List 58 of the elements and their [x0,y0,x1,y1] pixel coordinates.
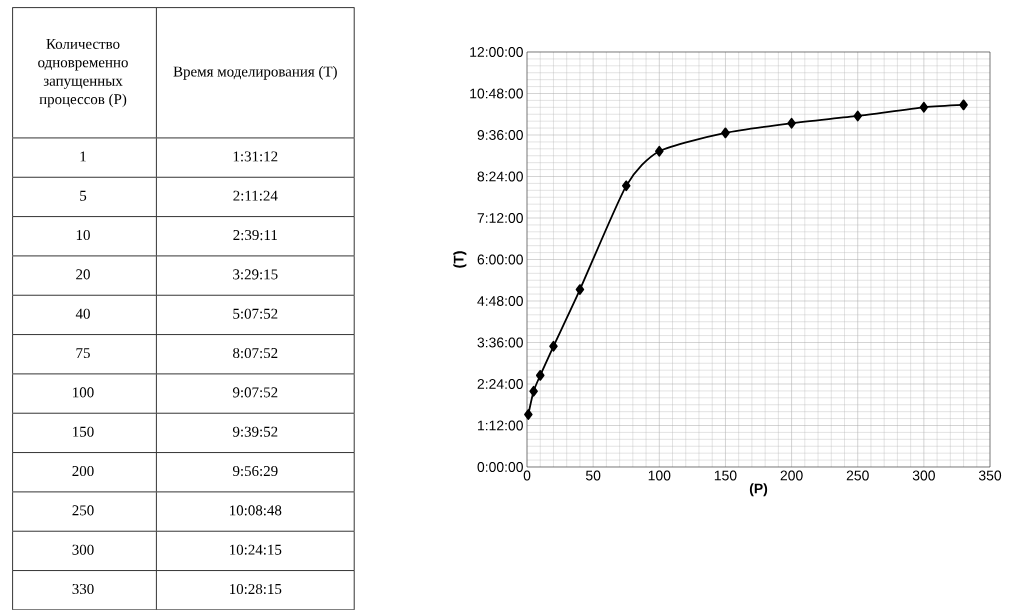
point [535,369,545,381]
text: Время моделирования (T) [173,65,337,80]
text: 9:07:52 [232,387,278,398]
text: 8:07:52 [233,347,278,358]
text: 10:24:15 [230,544,282,555]
point [919,101,929,113]
text: 9:39:52 [232,426,278,437]
text: 9:56:29 [232,465,278,476]
y-tick-label: 2:24:00 [477,378,523,389]
x-tick-label: 50 [585,470,601,481]
y-tick-label: 6:00:00 [477,254,523,265]
y-tick-label: 8:24:00 [477,171,523,182]
point [787,117,796,129]
y-tick-label: 1:12:00 [478,420,523,431]
point [529,385,538,397]
text: 2:11:24 [233,190,278,201]
x-axis-title: (P) [749,483,768,497]
text: 2:39:11 [233,229,277,241]
point [621,180,631,192]
text: 250 [72,505,94,516]
point [721,127,730,139]
y-axis-title: (T) [453,251,467,268]
point [549,340,558,352]
text: 1:31:12 [233,151,278,162]
y-tick-label: 3:36:00 [477,337,523,348]
x-tick-label: 100 [648,470,671,481]
text: 1 [80,151,86,162]
x-tick-label: 200 [780,470,803,481]
text: Количество одновременно запущенных процессов (P) [38,38,128,108]
x-tick-label: 150 [714,470,737,481]
x-tick-label: 300 [912,470,935,481]
text: 5:07:52 [233,308,278,319]
text: 10:08:48 [230,505,282,516]
text: 5 [80,190,87,201]
text: 75 [76,348,90,358]
x-tick-label: 0 [523,470,531,481]
y-tick-label: 12:00:00 [470,46,523,57]
y-tick-label: 9:36:00 [477,129,523,140]
point [655,145,664,157]
text: 20 [76,269,90,280]
y-tick-label: 7:12:00 [477,212,523,223]
text: 330 [72,583,94,594]
y-tick-label: 0:00:00 [477,461,523,472]
point [959,99,968,111]
x-tick-label: 350 [978,470,1002,481]
text: 300 [72,544,94,555]
text: 10:28:15 [230,583,282,594]
text: 150 [73,426,94,437]
x-tick-label: 250 [846,470,869,481]
y-tick-label: 10:48:00 [470,88,523,99]
text: 100 [73,387,94,398]
text: 10 [76,229,90,240]
y-tick-label: 4:48:00 [477,295,523,306]
point [575,284,585,295]
point [524,408,533,420]
text: 40 [75,308,90,319]
point [853,110,862,122]
text: 3:29:15 [233,269,278,280]
